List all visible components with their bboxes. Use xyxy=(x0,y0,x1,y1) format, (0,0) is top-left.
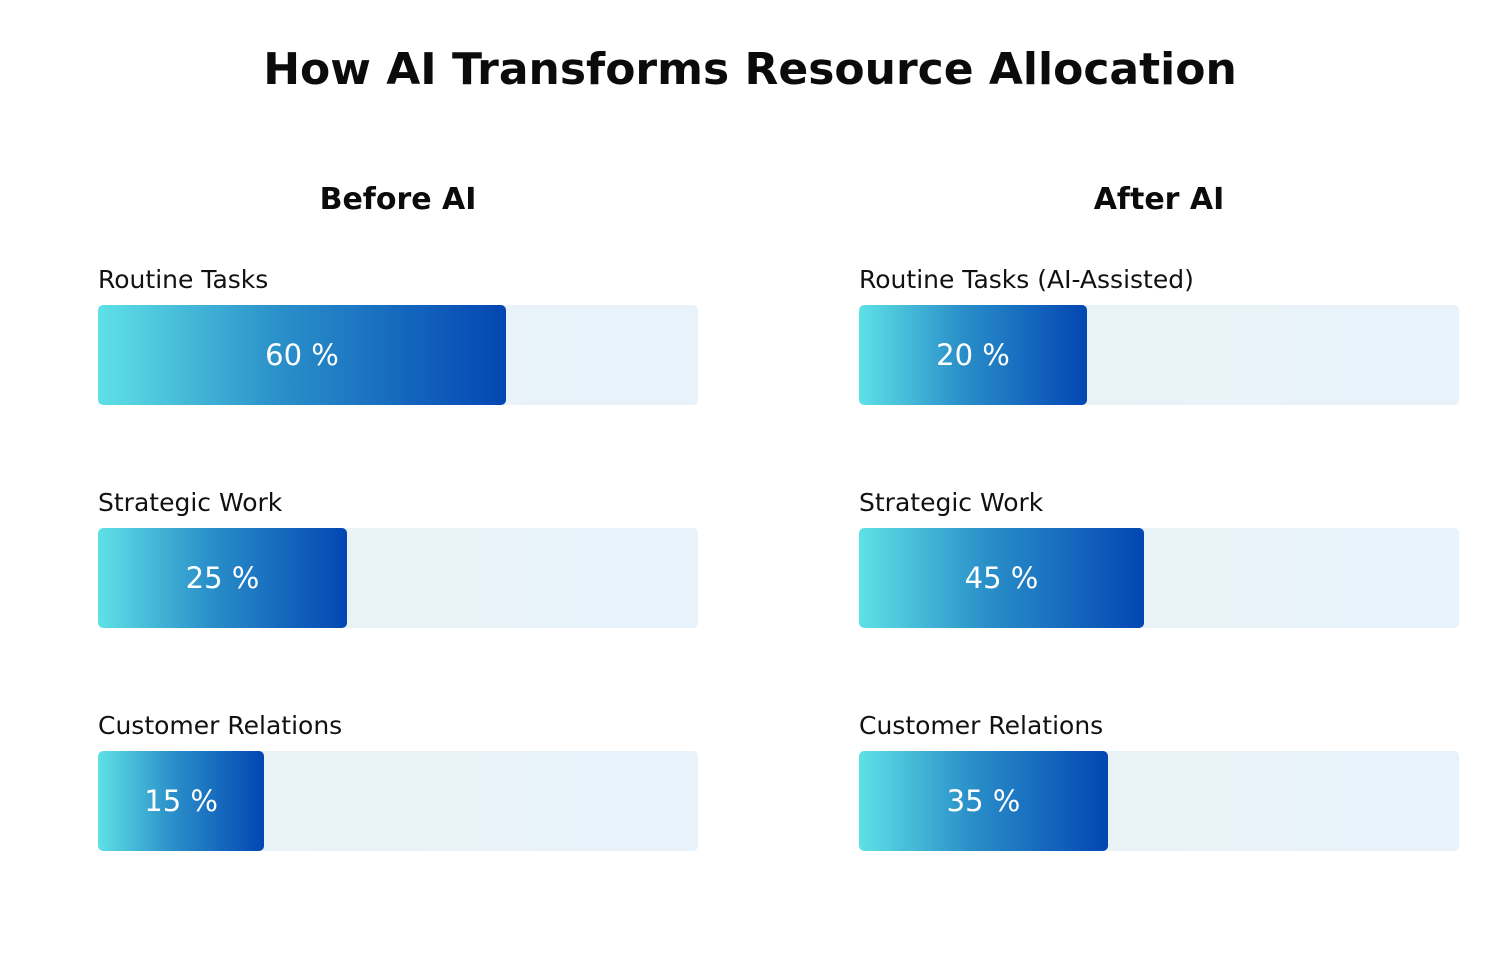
bar-row: Customer Relations 35 % xyxy=(859,708,1459,851)
bar-row: Routine Tasks 60 % xyxy=(98,262,698,405)
bar-category-label: Strategic Work xyxy=(98,488,283,517)
bar-value-label: 35 % xyxy=(946,784,1021,818)
bar-value-label: 20 % xyxy=(936,338,1010,372)
bar-track: 15 % xyxy=(98,751,698,851)
bar-fill: 15 % xyxy=(98,751,265,851)
panel-after-ai: After AI Routine Tasks (AI-Assisted) 20 … xyxy=(859,0,1459,978)
bar-category-label: Customer Relations xyxy=(98,711,343,740)
bar-fill: 35 % xyxy=(859,751,1108,851)
bar-row: Customer Relations 15 % xyxy=(98,708,698,851)
bar-track: 60 % xyxy=(98,305,698,405)
bar-category-label: Routine Tasks (AI-Assisted) xyxy=(859,265,1194,294)
chart-title: How AI Transforms Resource Allocation xyxy=(263,44,1237,95)
bar-track: 25 % xyxy=(98,528,698,628)
bar-row: Strategic Work 25 % xyxy=(98,485,698,628)
bar-category-label: Routine Tasks xyxy=(98,265,269,294)
bar-track: 45 % xyxy=(859,528,1459,628)
bar-category-label: Strategic Work xyxy=(859,488,1044,517)
bar-row: Routine Tasks (AI-Assisted) 20 % xyxy=(859,262,1459,405)
bar-fill: 20 % xyxy=(859,305,1087,405)
panel-title-after-ai: After AI xyxy=(1093,182,1225,217)
bar-category-label: Customer Relations xyxy=(859,711,1104,740)
bar-track: 35 % xyxy=(859,751,1459,851)
panel-before-ai: Before AI Routine Tasks 60 % Strategic W… xyxy=(98,0,698,978)
bar-fill: 25 % xyxy=(98,528,347,628)
bar-value-label: 15 % xyxy=(144,784,218,818)
bar-value-label: 60 % xyxy=(265,338,339,372)
bar-fill: 45 % xyxy=(859,528,1144,628)
bar-row: Strategic Work 45 % xyxy=(859,485,1459,628)
bar-track: 20 % xyxy=(859,305,1459,405)
bar-fill: 60 % xyxy=(98,305,506,405)
bar-value-label: 45 % xyxy=(964,561,1039,595)
panel-title-before-ai: Before AI xyxy=(319,182,477,217)
bar-value-label: 25 % xyxy=(185,561,260,595)
